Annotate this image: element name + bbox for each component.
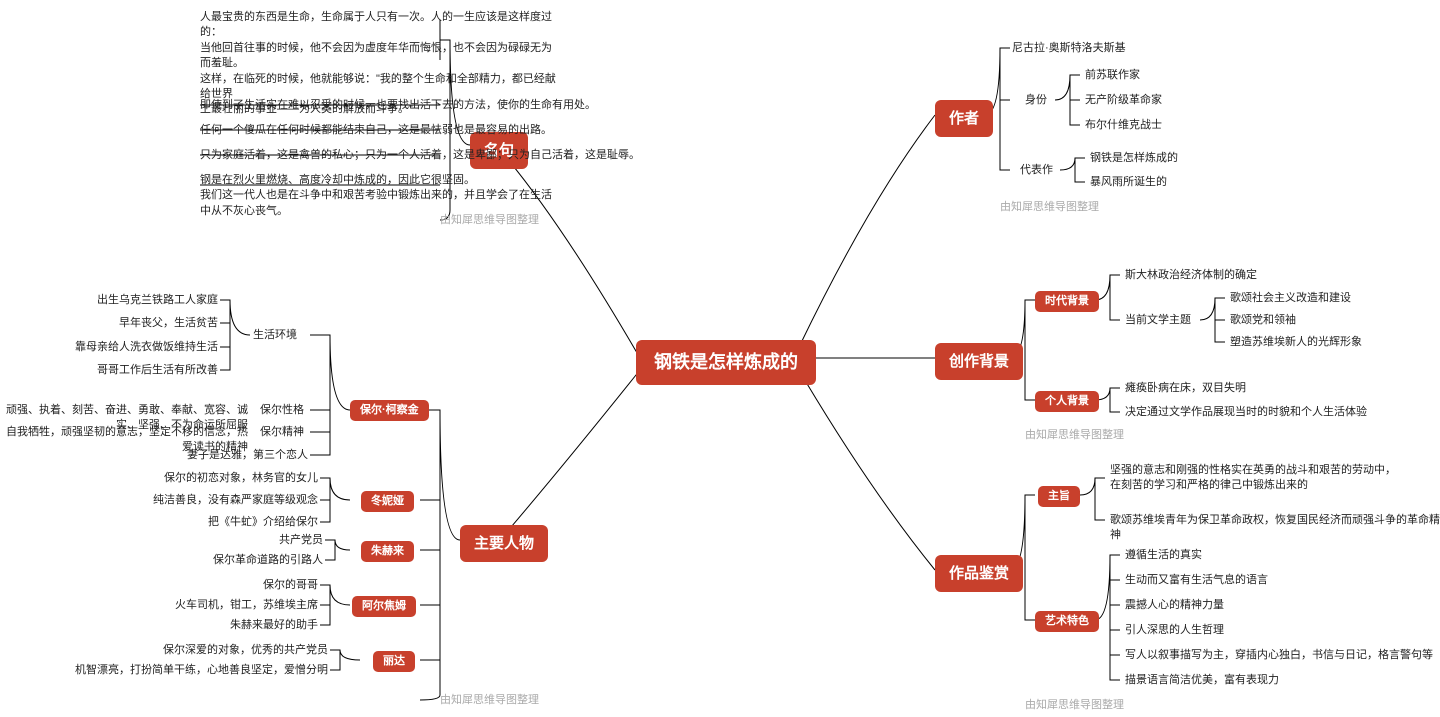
pavel-env-label: 生活环境 (253, 328, 297, 343)
bg-credit: 由知犀思维导图整理 (1025, 428, 1124, 443)
bg-theme-0: 歌颂社会主义改造和建设 (1230, 291, 1351, 306)
app-art-1: 生动而又富有生活气息的语言 (1125, 573, 1268, 588)
bg-era[interactable]: 时代背景 (1035, 291, 1099, 312)
author-credit: 由知犀思维导图整理 (1000, 200, 1099, 215)
char-tonia[interactable]: 冬妮娅 (361, 491, 414, 512)
author-id-2: 布尔什维克战士 (1085, 118, 1162, 133)
app-art-4: 写人以叙事描写为主，穿插内心独白，书信与日记，格言警句等 (1125, 648, 1433, 663)
author-identity-label: 身份 (1025, 93, 1047, 108)
artyom-1: 火车司机，钳工，苏维埃主席 (175, 598, 318, 613)
author-work-1: 暴风雨所诞生的 (1090, 175, 1167, 190)
bg-theme-2: 塑造苏维埃新人的光辉形象 (1230, 335, 1362, 350)
tonia-1: 纯洁善良，没有森严家庭等级观念 (153, 493, 318, 508)
pavel-char-label: 保尔性格 (260, 403, 304, 418)
app-art[interactable]: 艺术特色 (1035, 611, 1099, 632)
bg-personal-0: 瘫痪卧病在床，双目失明 (1125, 381, 1246, 396)
pavel-env-2: 靠母亲给人洗衣做饭维持生活 (75, 340, 218, 355)
app-art-2: 震撼人心的精神力量 (1125, 598, 1224, 613)
app-art-5: 描景语言简洁优美，富有表现力 (1125, 673, 1279, 688)
zhu-1: 保尔革命道路的引路人 (213, 553, 323, 568)
app-theme-0: 坚强的意志和刚强的性格实在英勇的战斗和艰苦的劳动中， 在刻苦的学习和严格的律己中… (1110, 463, 1396, 494)
artyom-2: 朱赫来最好的助手 (230, 618, 318, 633)
pavel-env-1: 早年丧父，生活贫苦 (119, 316, 218, 331)
branch-characters[interactable]: 主要人物 (460, 525, 548, 562)
author-name: 尼古拉·奥斯特洛夫斯基 (1012, 41, 1126, 56)
app-theme[interactable]: 主旨 (1038, 486, 1080, 507)
artyom-0: 保尔的哥哥 (263, 578, 318, 593)
branch-background[interactable]: 创作背景 (935, 343, 1023, 380)
char-zhu[interactable]: 朱赫来 (361, 541, 414, 562)
rita-0: 保尔深爱的对象，优秀的共产党员 (163, 643, 328, 658)
app-art-3: 引人深思的人生哲理 (1125, 623, 1224, 638)
char-rita[interactable]: 丽达 (373, 651, 415, 672)
bg-personal[interactable]: 个人背景 (1035, 391, 1099, 412)
tonia-2: 把《牛虻》介绍给保尔 (208, 515, 318, 530)
author-works-label: 代表作 (1020, 163, 1053, 178)
pavel-env-0: 出生乌克兰铁路工人家庭 (97, 293, 218, 308)
characters-credit: 由知犀思维导图整理 (440, 693, 539, 708)
quote-1: 即使到了生活实在难以忍受的时候，也要找出活下去的方法，使你的生命有用处。 (200, 98, 596, 113)
tonia-0: 保尔的初恋对象，林务官的女儿 (164, 471, 318, 486)
app-theme-1: 歌颂苏维埃青年为保卫革命政权，恢复国民经济而顽强斗争的革命精神 (1110, 513, 1440, 544)
quote-3: 只为家庭活着，这是禽兽的私心；只为一个人活着，这是卑鄙；只为自己活着，这是耻辱。 (200, 148, 640, 163)
author-id-0: 前苏联作家 (1085, 68, 1140, 83)
bg-personal-1: 决定通过文学作品展现当时的时貌和个人生活体验 (1125, 405, 1367, 420)
char-pavel[interactable]: 保尔·柯察金 (350, 400, 429, 421)
pavel-env-3: 哥哥工作后生活有所改善 (97, 363, 218, 378)
rita-1: 机智漂亮，打扮简单干练，心地善良坚定，爱憎分明 (75, 663, 328, 678)
char-artyom[interactable]: 阿尔焦姆 (352, 596, 416, 617)
author-work-0: 钢铁是怎样炼成的 (1090, 151, 1178, 166)
bg-era-item: 斯大林政治经济体制的确定 (1125, 268, 1257, 283)
app-credit: 由知犀思维导图整理 (1025, 698, 1124, 713)
pavel-spirit-label: 保尔精神 (260, 425, 304, 440)
author-id-1: 无产阶级革命家 (1085, 93, 1162, 108)
quote-2: 任何一个傻瓜在任何时候都能结束自己，这是最怯弱也是最容易的出路。 (200, 123, 552, 138)
pavel-wife: 妻子是达雅，第三个恋人 (187, 448, 308, 463)
zhu-0: 共产党员 (279, 533, 323, 548)
quotes-credit: 由知犀思维导图整理 (440, 213, 539, 228)
branch-appreciation[interactable]: 作品鉴赏 (935, 555, 1023, 592)
app-art-0: 遵循生活的真实 (1125, 548, 1202, 563)
branch-author[interactable]: 作者 (935, 100, 993, 137)
center-node[interactable]: 钢铁是怎样炼成的 (636, 340, 816, 385)
bg-era-theme-label: 当前文学主题 (1125, 313, 1191, 328)
bg-theme-1: 歌颂党和领袖 (1230, 313, 1296, 328)
